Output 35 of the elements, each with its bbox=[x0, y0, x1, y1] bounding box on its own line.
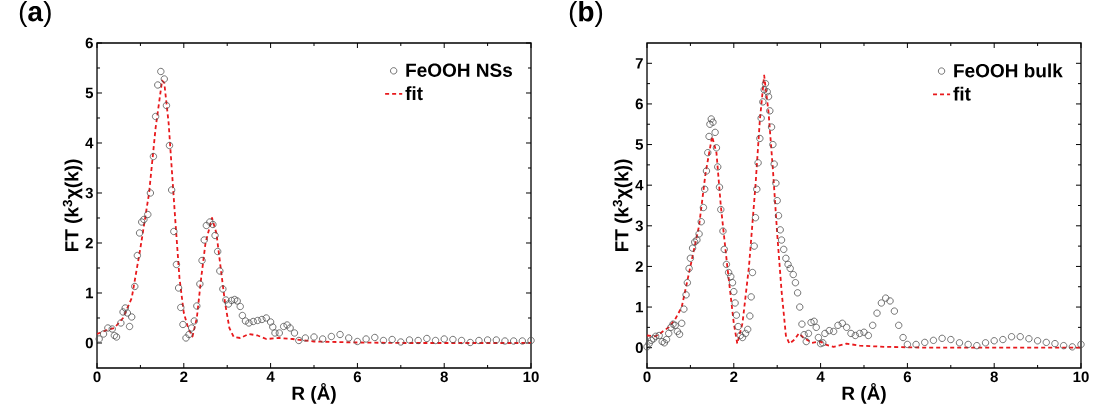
y-tick-label: 2 bbox=[635, 261, 643, 272]
y-axis-title: FT (k$^{3}$χ(k)) bbox=[62, 159, 83, 252]
x-tick-label: 4 bbox=[816, 371, 825, 382]
legend-label: FeOOH NSs bbox=[406, 63, 512, 77]
x-tick-label: 10 bbox=[1073, 371, 1089, 383]
x-tick-label: 10 bbox=[523, 371, 539, 383]
y-tick-label: 3 bbox=[85, 187, 93, 199]
y-tick-label: 5 bbox=[85, 87, 94, 99]
y-tick-label: 4 bbox=[85, 137, 94, 149]
x-tick-label: 2 bbox=[730, 371, 738, 382]
legend-label: FeOOH bulk bbox=[954, 63, 1063, 78]
x-tick-label: 4 bbox=[266, 371, 275, 382]
chart-title: (a) bbox=[19, 0, 51, 27]
y-axis-title: FT (k$^{3}$χ(k)) bbox=[612, 159, 633, 252]
x-axis-title: R (Å) bbox=[292, 383, 336, 404]
legend-label: fit bbox=[405, 86, 423, 101]
y-tick-label: 5 bbox=[635, 139, 644, 150]
y-tick-label: 4 bbox=[635, 180, 644, 191]
y-tick-label: 0 bbox=[635, 342, 643, 353]
y-tick-label: 7 bbox=[635, 58, 643, 69]
y-tick-label: 1 bbox=[86, 287, 94, 299]
y-tick-label: 3 bbox=[635, 220, 643, 232]
x-tick-label: 8 bbox=[990, 371, 998, 383]
chart-title: (b) bbox=[569, 0, 603, 27]
x-tick-label: 8 bbox=[440, 371, 448, 383]
y-tick-label: 0 bbox=[85, 337, 93, 349]
x-tick-label: 6 bbox=[353, 371, 362, 383]
y-tick-label: 2 bbox=[85, 237, 93, 249]
y-tick-label: 6 bbox=[635, 98, 643, 110]
x-tick-label: 6 bbox=[903, 371, 912, 383]
y-tick-label: 1 bbox=[636, 301, 644, 313]
x-axis-title: R (Å) bbox=[842, 383, 886, 404]
y-tick-label: 6 bbox=[85, 37, 93, 49]
legend-label: fit bbox=[953, 86, 971, 101]
x-tick-label: 2 bbox=[180, 371, 188, 382]
